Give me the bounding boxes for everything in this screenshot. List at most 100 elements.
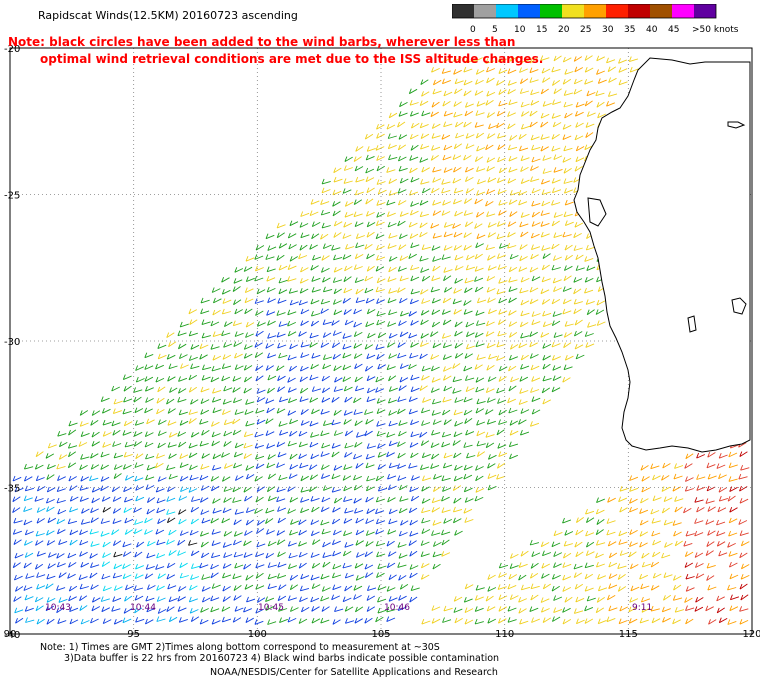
wind-barb [34, 563, 44, 570]
wind-barb [696, 474, 706, 480]
wind-barb [276, 539, 286, 546]
wind-barb [101, 561, 111, 567]
wind-barb [69, 529, 79, 536]
wind-barb [288, 552, 298, 559]
wind-barb [364, 133, 374, 140]
wind-barb [134, 551, 143, 558]
wind-barb [574, 134, 584, 141]
wind-barb [739, 619, 749, 625]
wind-barb [531, 156, 541, 163]
wind-barb [584, 256, 594, 262]
wind-barb [342, 188, 352, 194]
wind-barb [387, 321, 397, 327]
wind-barb [91, 487, 101, 493]
wind-barb [399, 177, 409, 184]
wind-barb [739, 485, 748, 492]
wind-barb [465, 386, 475, 393]
wind-barb [509, 453, 518, 460]
wind-barb [476, 101, 486, 107]
wind-barb [376, 354, 385, 360]
wind-barb [476, 178, 486, 185]
wind-barb [212, 297, 222, 304]
wind-barb [486, 112, 496, 118]
wind-barb [739, 498, 749, 504]
wind-barb [696, 485, 706, 491]
wind-barb [102, 552, 111, 559]
wind-barb [320, 308, 329, 314]
wind-barb [243, 365, 253, 371]
wind-barb [45, 497, 55, 504]
wind-barb [188, 596, 198, 603]
wind-barb [386, 586, 396, 592]
wind-barb [541, 67, 551, 74]
wind-barb [399, 297, 408, 304]
wind-barb [344, 618, 355, 624]
wind-barb [386, 167, 396, 173]
wind-barb [376, 179, 386, 185]
wind-barb [244, 495, 253, 502]
wind-barb [463, 121, 472, 128]
wind-barb [91, 497, 100, 504]
wind-barb [212, 388, 222, 394]
wind-barb [651, 530, 661, 537]
wind-barb [596, 519, 605, 525]
wind-barb [409, 111, 419, 117]
wind-barb [573, 572, 583, 578]
wind-barb [179, 321, 189, 328]
wind-barb [474, 198, 483, 205]
wind-barb [398, 530, 408, 537]
wind-barb [740, 563, 750, 570]
wind-barb [400, 520, 409, 526]
wind-barb [222, 298, 232, 304]
wind-barb [188, 409, 198, 415]
wind-barb [529, 121, 538, 128]
wind-barb [111, 606, 121, 612]
wind-barb [210, 344, 220, 350]
wind-barb [585, 299, 595, 305]
wind-barb [562, 552, 572, 559]
wind-barb [46, 486, 56, 493]
wind-barb [221, 308, 232, 315]
wind-barb [331, 443, 341, 449]
wind-barb [113, 551, 123, 558]
wind-barb [443, 144, 453, 151]
wind-barb [243, 442, 253, 449]
wind-barb [278, 352, 288, 359]
wind-barb [508, 277, 518, 283]
wind-barb [553, 154, 563, 161]
wind-barb [233, 585, 242, 591]
wind-barb [453, 187, 464, 194]
wind-barb [542, 168, 552, 174]
wind-barb [684, 486, 694, 492]
wind-barb [377, 443, 386, 449]
wind-barb [344, 212, 354, 218]
wind-barb [518, 597, 527, 603]
wind-barb [267, 245, 277, 251]
wind-barb [25, 617, 35, 623]
wind-barb [234, 562, 244, 569]
wind-barb [397, 562, 407, 568]
wind-barb [540, 332, 550, 338]
wind-barb [531, 187, 541, 194]
wind-barb [597, 585, 608, 592]
wind-barb [287, 264, 297, 271]
wind-barb [551, 200, 561, 206]
legend-swatch [562, 4, 584, 18]
wind-barb [487, 473, 497, 480]
wind-barb [168, 473, 178, 480]
wind-barb [123, 451, 133, 458]
wind-barb [57, 475, 66, 482]
wind-barb [300, 573, 310, 580]
wind-barb [584, 586, 594, 592]
wind-barb [509, 553, 519, 559]
wind-barb [628, 56, 639, 63]
wind-barb [156, 616, 166, 622]
wind-barb [156, 552, 166, 559]
wind-barb [465, 188, 474, 194]
wind-barb [443, 245, 453, 251]
wind-barb [639, 508, 649, 515]
wind-barb [34, 496, 44, 502]
wind-barb [409, 550, 418, 557]
wind-barb [441, 187, 451, 194]
wind-barb [278, 264, 288, 271]
